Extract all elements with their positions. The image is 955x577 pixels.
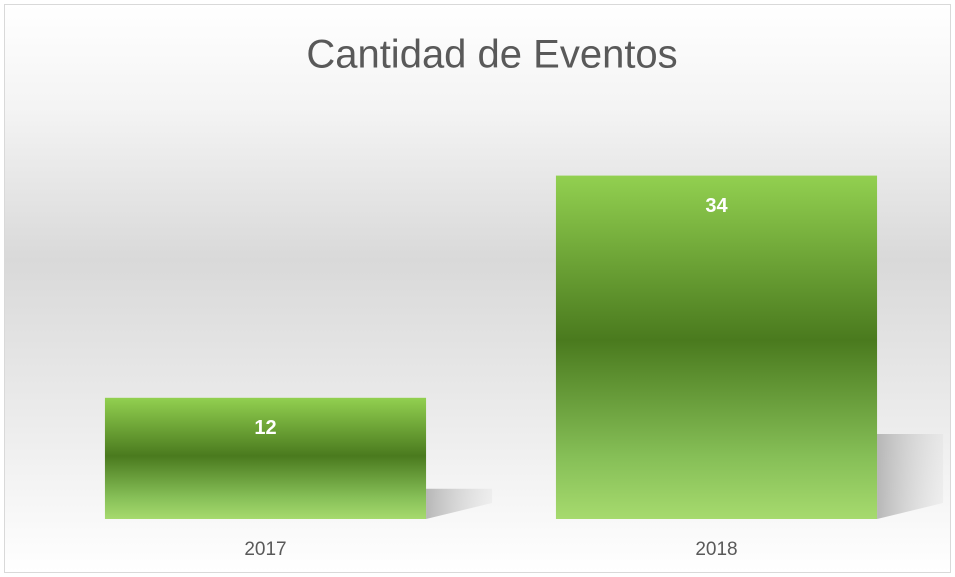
bar <box>555 175 878 519</box>
data-label: 34 <box>705 195 728 217</box>
bar-shadow <box>426 488 493 519</box>
x-tick-label: 2018 <box>695 539 737 560</box>
bar <box>104 397 427 519</box>
data-label: 12 <box>254 417 276 439</box>
x-tick-label: 2017 <box>244 539 286 560</box>
bar-shadow <box>877 434 944 519</box>
chart-title: Cantidad de Eventos <box>306 33 677 77</box>
